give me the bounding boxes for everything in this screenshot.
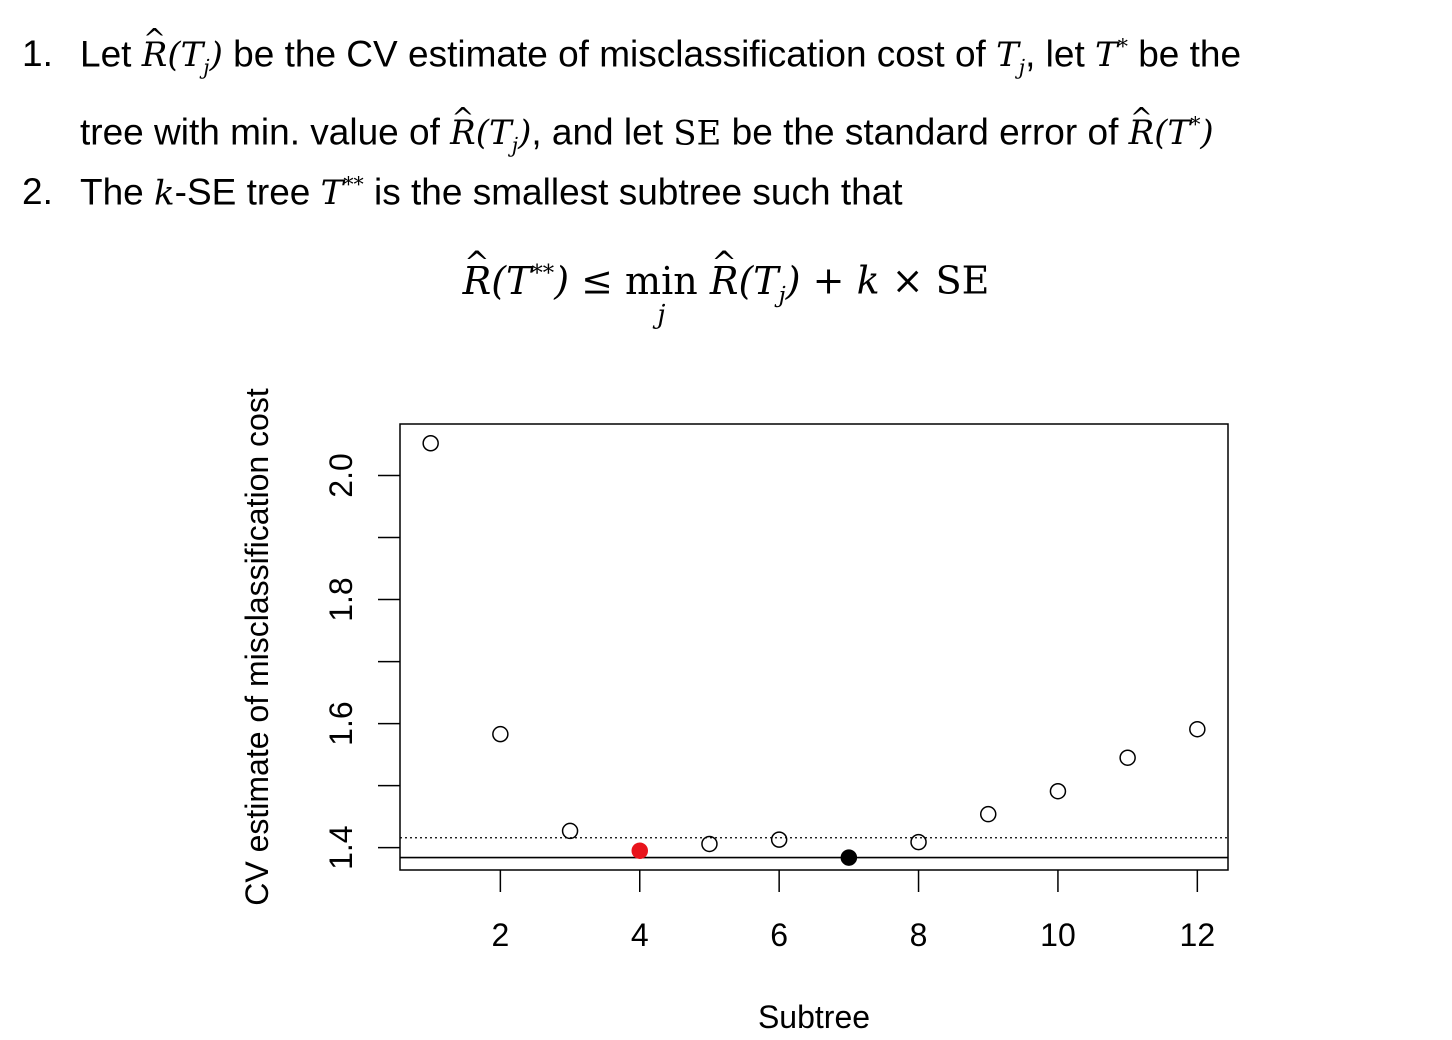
x-tick-label: 12 xyxy=(1180,917,1216,953)
list-number-1: 1. xyxy=(22,33,53,75)
math-t-double-star: T** xyxy=(320,173,364,214)
data-point xyxy=(422,434,439,452)
math-r-hat-t-star: R(T*) xyxy=(1129,89,1214,153)
list-number-2: 2. xyxy=(22,171,53,213)
data-point xyxy=(561,822,579,840)
y-tick-label: 2.0 xyxy=(323,453,359,497)
x-tick-label: 4 xyxy=(631,917,649,953)
x-tick-label: 6 xyxy=(770,917,788,953)
data-point xyxy=(1049,782,1067,800)
data-point xyxy=(701,835,718,853)
y-tick-label: 1.4 xyxy=(323,825,359,869)
math-t-star: T* xyxy=(1095,35,1128,76)
plot-frame xyxy=(399,423,1229,871)
y-tick-label: 1.8 xyxy=(323,577,359,621)
x-tick-label: 10 xyxy=(1040,917,1076,953)
x-tick-label: 8 xyxy=(910,917,928,953)
math-r-hat-tj-2: R(Tj) xyxy=(450,89,531,157)
data-point xyxy=(979,805,997,823)
data-point xyxy=(770,831,788,848)
data-point xyxy=(910,833,927,851)
data-point xyxy=(492,725,509,743)
k-se-tree-point xyxy=(631,842,649,860)
data-point xyxy=(1119,749,1136,766)
math-se: SE xyxy=(673,113,722,154)
y-tick-label: 1.6 xyxy=(323,701,359,745)
min-cv-point xyxy=(840,849,858,866)
math-tj: Tj xyxy=(996,35,1026,80)
x-axis-label: Subtree xyxy=(758,999,870,1035)
y-axis-label: CV estimate of misclassification cost xyxy=(239,388,275,906)
math-k: k xyxy=(154,173,175,214)
list-item-1: 1.Let R(Tj) be the CV estimate of miscla… xyxy=(22,11,1241,174)
list-item-2: 2. The k-SE tree T** is the smallest subt… xyxy=(22,156,903,222)
x-tick-label: 2 xyxy=(491,917,509,953)
math-r-hat-tj: R(Tj) xyxy=(142,11,223,79)
data-point xyxy=(1189,720,1206,738)
